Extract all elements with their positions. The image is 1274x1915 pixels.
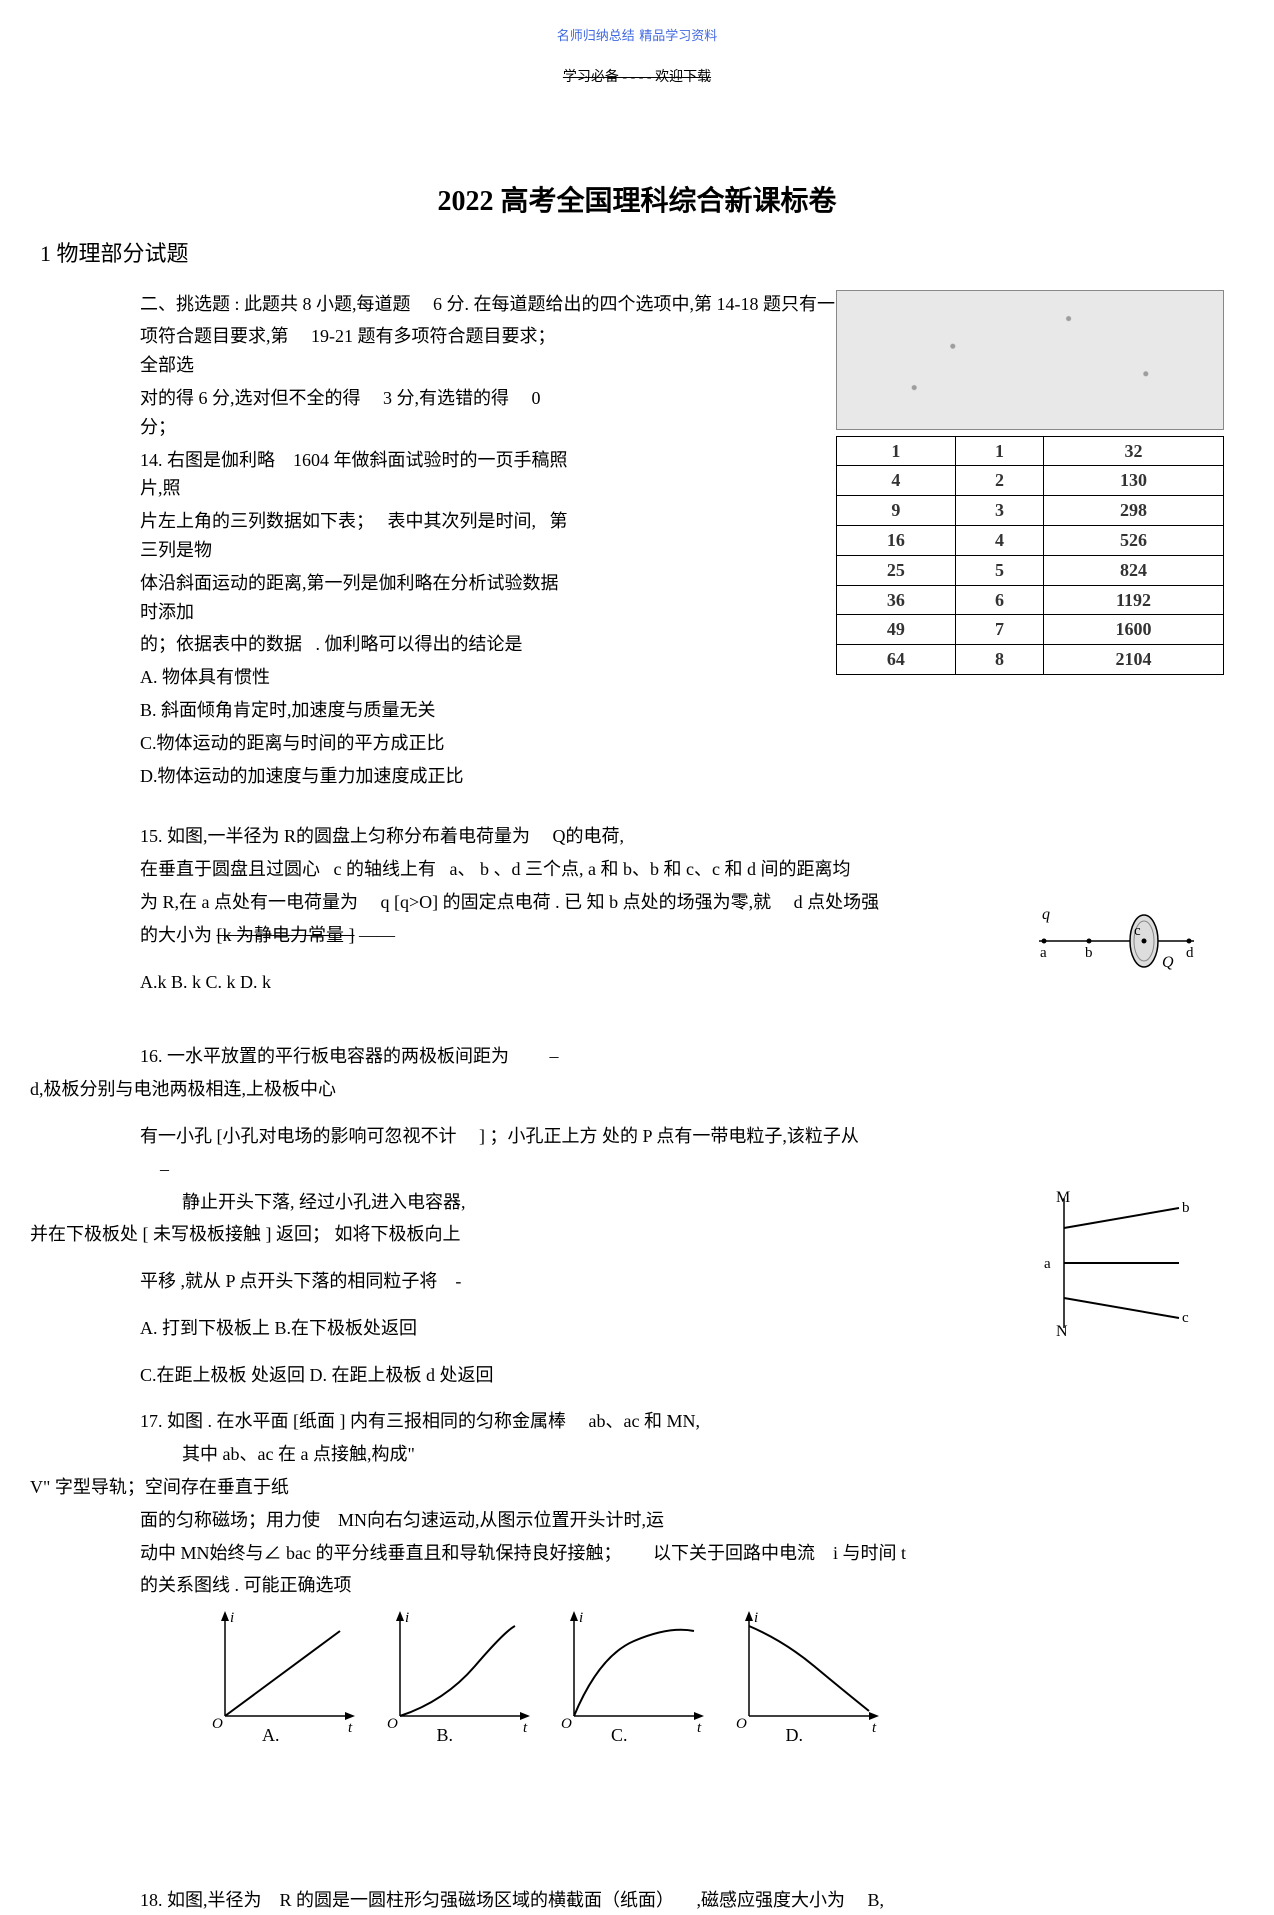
svg-text:b: b [1085,945,1093,961]
intro-line2: 项符合题目要求,第 19-21 题有多项符合题目要求；全部选 [140,322,570,380]
q14-line2: 片左上角的三列数据如下表； 表中其次列是时间, 第三列是物 [140,507,570,565]
svg-text:a: a [1044,1256,1051,1272]
svg-text:i: i [754,1610,758,1626]
svg-text:q: q [1042,906,1050,923]
q14-optD: D.物体运动的加速度与重力加速度成正比 [140,762,570,791]
svg-text:c: c [1182,1310,1189,1326]
q15-opts: A.k B. k C. k D. k [140,968,1234,997]
table-row: 6482104 [837,645,1224,675]
q15-line1: 15. 如图,一半径为 R的圆盘上匀称分布着电荷量为 Q的电荷, [140,822,1234,851]
manuscript-photo [836,290,1224,430]
table-row: 93298 [837,496,1224,526]
q17-line1: 17. 如图 . 在水平面 [纸面 ] 内有三报相同的匀称金属棒 ab、ac 和… [140,1407,1234,1436]
q14-line4: 的；依据表中的数据 . 伽利略可以得出的结论是 [140,630,570,659]
svg-text:t: t [697,1720,702,1736]
q17-graph-C: i O t C. [549,1606,719,1746]
table-row: 4971600 [837,615,1224,645]
svg-text:d: d [1186,945,1194,961]
q14-optC: C.物体运动的距离与时间的平方成正比 [140,729,570,758]
content-area: 1132 42130 93298 164526 255824 3661192 4… [0,290,1274,1915]
header-strike: 学习必备 - - - - 欢迎下载 [563,67,711,89]
intro-line3: 对的得 6 分,选对但不全的得 3 分,有选错的得 0 分； [140,384,570,442]
page-title: 2022 高考全国理科综合新课标卷 [0,180,1274,225]
header-blue-left: 名师归纳总结 [557,28,635,43]
q16-line3: 有一小孔 [小孔对电场的影响可忽视不计 ] ；小孔正上方 处的 P 点有一带电粒… [140,1122,1234,1151]
svg-text:N: N [1056,1323,1068,1338]
table-row: 255824 [837,555,1224,585]
q14-line1: 14. 右图是伽利略 1604 年做斜面试验时的一页手稿照片,照 [140,446,570,504]
svg-text:i: i [579,1610,583,1626]
q17-line3: V" 字型导轨；空间存在垂直于纸 [30,1473,1234,1502]
q16-diagram: M N a b c [1034,1188,1194,1338]
q16-line1: 16. 一水平放置的平行板电容器的两极板间距为 – [140,1042,1234,1071]
q17-graph-A: i O t A. [200,1606,370,1746]
svg-text:Q: Q [1162,954,1174,971]
q14-data-table: 1132 42130 93298 164526 255824 3661192 4… [836,436,1224,675]
q15-line2: 在垂直于圆盘且过圆心 c 的轴线上有 a、 b 、d 三个点, a 和 b、b … [140,855,1234,884]
q17-line2: 其中 ab、ac 在 a 点接触,构成" [140,1440,1234,1469]
q17-graph-B: i O t B. [375,1606,545,1746]
svg-text:b: b [1182,1200,1190,1216]
svg-text:O: O [561,1716,572,1732]
q17-label-A: A. [262,1721,280,1750]
q15-diagram: q a b c d Q [1034,901,1204,971]
svg-text:M: M [1056,1189,1070,1206]
svg-text:i: i [230,1610,234,1626]
svg-text:t: t [872,1720,877,1736]
table-row: 42130 [837,466,1224,496]
q14-optB: B. 斜面倾角肯定时,加速度与质量无关 [140,696,570,725]
q14-table-body: 1132 42130 93298 164526 255824 3661192 4… [837,436,1224,674]
svg-text:O: O [387,1716,398,1732]
q17-label-C: C. [611,1721,628,1750]
page-subtitle: 1 物理部分试题 [40,236,1274,271]
table-row: 164526 [837,525,1224,555]
svg-text:O: O [736,1716,747,1732]
table-row: 3661192 [837,585,1224,615]
q17-graph-D: i O t D. [724,1606,894,1746]
q16-line2: d,极板分别与电池两极相连,上极板中心 [30,1075,1234,1104]
svg-text:a: a [1040,945,1047,961]
q14-optA: A. 物体具有惯性 [140,663,570,692]
svg-text:O: O [212,1716,223,1732]
q18-line1: 18. 如图,半径为 R 的圆是一圆柱形匀强磁场区域的横截面（纸面） ,磁感应强… [140,1886,1234,1915]
q17-graphs: i O t A. i O t B. [200,1606,1234,1746]
q17-label-B: B. [437,1721,454,1750]
page-header: 名师归纳总结 精品学习资料 学习必备 - - - - 欢迎下载 [0,0,1274,90]
svg-text:t: t [348,1720,353,1736]
q14-line3: 体沿斜面运动的距离,第一列是伽利略在分析试验数据时添加 [140,569,570,627]
q17-label-D: D. [786,1721,804,1750]
header-blue-right: 精品学习资料 [639,28,717,43]
q17-line4: 面的匀称磁场；用力使 MN向右匀速运动,从图示位置开头计时,运 [140,1506,1234,1535]
svg-text:i: i [405,1610,409,1626]
svg-text:c: c [1134,923,1141,939]
table-row: 1132 [837,436,1224,466]
q14-figure: 1132 42130 93298 164526 255824 3661192 4… [836,290,1224,675]
q17-line6: 的关系图线 . 可能正确选项 [140,1571,1234,1600]
q16-optC: C.在距上极板 处返回 D. 在距上极板 d 处返回 [140,1361,1234,1390]
svg-text:t: t [523,1720,528,1736]
q16-line4dash: – [140,1155,1234,1184]
q17-line5: 动中 MN始终与∠ bac 的平分线垂直且和导轨保持良好接触； 以下关于回路中电… [140,1539,1234,1568]
